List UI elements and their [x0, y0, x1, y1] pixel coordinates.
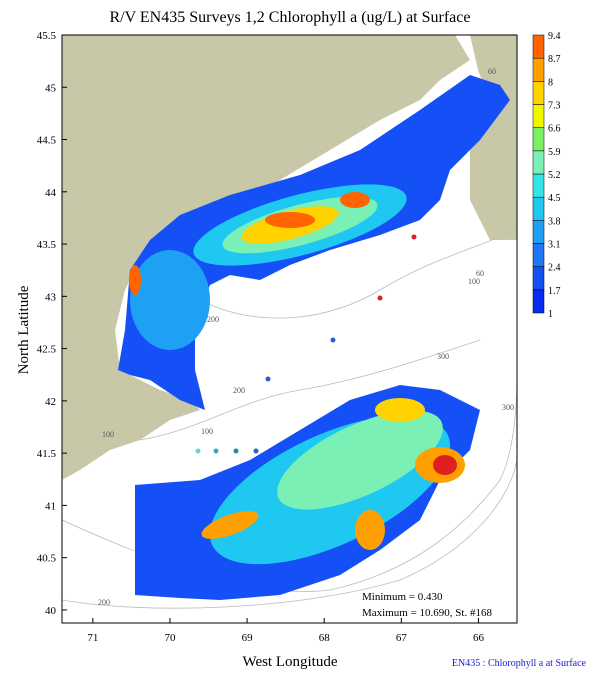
- plot-frame: [61, 34, 518, 624]
- colorbar-label: 6.6: [548, 124, 561, 135]
- colorbar-segment: [532, 104, 545, 128]
- colorbar-label: 1: [548, 309, 553, 320]
- contour-label: 60: [476, 269, 484, 278]
- contour-label: 100: [102, 430, 114, 439]
- minimum-note: Minimum = 0.430: [362, 591, 443, 603]
- x-label: West Longitude: [242, 654, 337, 670]
- y-tick-label: 43: [45, 291, 57, 303]
- colorbar-label: 4.5: [548, 193, 561, 204]
- x-tick-label: 68: [319, 632, 331, 644]
- contour-label: 60: [488, 67, 496, 76]
- land: [62, 35, 470, 480]
- stations: [195, 234, 417, 454]
- colorbar-label: 9.4: [548, 31, 561, 42]
- colorbar-label: 8.7: [548, 54, 561, 65]
- contour-label: 300: [502, 403, 514, 412]
- maximum-note: Maximum = 10.690, St. #168: [362, 607, 492, 619]
- colorbar-label: 5.2: [548, 170, 561, 181]
- colorbar-segment: [532, 57, 545, 82]
- colorbar-segment: [532, 173, 545, 198]
- contour-label: 100: [201, 427, 213, 436]
- y-tick-label: 44: [45, 187, 57, 199]
- x-tick-label: 70: [164, 632, 176, 644]
- land: [470, 35, 517, 240]
- x-tick-label: 71: [87, 632, 98, 644]
- contour-label: 300: [437, 352, 449, 361]
- y-tick-label: 45.5: [37, 30, 57, 42]
- footer: EN435 : Chlorophyll a at Surface: [452, 658, 587, 669]
- colorbar-segment: [532, 220, 545, 244]
- colorbar-segment: [532, 150, 545, 175]
- contour-label: 200: [98, 598, 110, 607]
- x-tick-label: 66: [473, 632, 485, 644]
- colorbar-label: 7.3: [548, 101, 561, 112]
- colorbar-label: 8: [548, 77, 553, 88]
- y-tick-label: 42: [45, 396, 56, 408]
- colorbar-label: 3.8: [548, 216, 561, 227]
- colorbar-segment: [532, 266, 545, 291]
- y-tick-label: 44.5: [37, 135, 57, 147]
- colorbar-label: 3.1: [548, 240, 561, 251]
- y-tick-label: 41.5: [37, 448, 57, 460]
- x-tick-label: 69: [242, 632, 254, 644]
- y-tick-label: 41: [45, 500, 56, 512]
- y-tick-label: 40.5: [37, 553, 57, 565]
- contour-fill: [129, 184, 465, 565]
- colorbar-segment: [532, 289, 545, 314]
- colorbar-segment: [532, 196, 545, 221]
- y-tick-label: 45: [45, 82, 57, 94]
- colorbar-label: 1.7: [548, 286, 561, 297]
- y-label: North Latitude: [16, 285, 32, 374]
- y-tick-label: 40: [45, 605, 57, 617]
- map-layers: [62, 35, 517, 609]
- title: R/V EN435 Surveys 1,2 Chlorophyll a (ug/…: [110, 9, 471, 26]
- x-tick-label: 67: [396, 632, 408, 644]
- contour-label: 200: [233, 386, 245, 395]
- colorbar-label: 5.9: [548, 147, 561, 158]
- colorbar-segment: [532, 127, 545, 152]
- contour-label: 100: [468, 277, 480, 286]
- colorbar-segment: [532, 243, 545, 267]
- colorbar-segment: [532, 81, 545, 105]
- y-tick-label: 43.5: [37, 239, 57, 251]
- colorbar-label: 2.4: [548, 263, 561, 274]
- colorbar-segment: [532, 34, 545, 59]
- contour-label: 200: [207, 315, 219, 324]
- y-tick-label: 42.5: [37, 344, 57, 356]
